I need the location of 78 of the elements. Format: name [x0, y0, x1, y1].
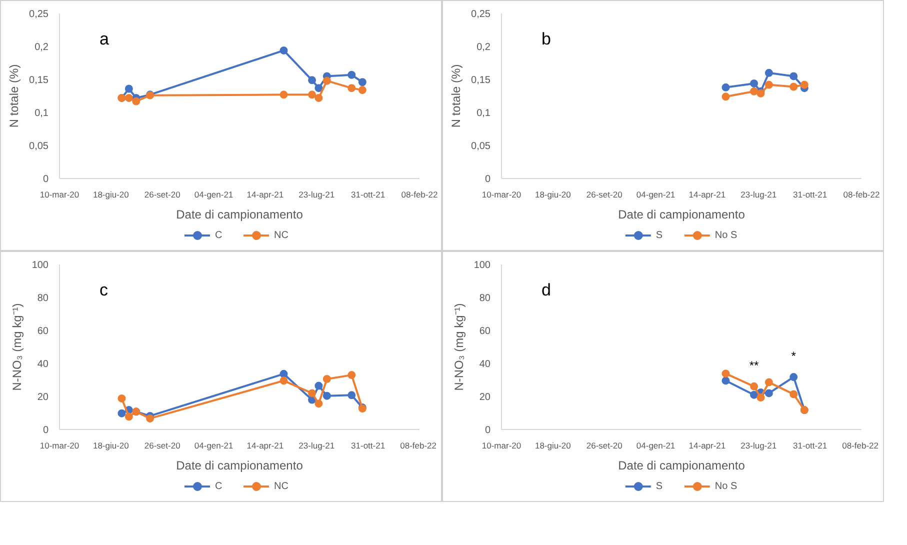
x-tick-label: 04-gen-21: [636, 190, 676, 200]
x-tick-label: 23-lug-21: [740, 440, 777, 450]
y-axis-title: N totale (%): [7, 64, 22, 128]
x-tick-label: 14-apr-21: [246, 440, 284, 450]
y-tick-label: 0,05: [471, 141, 491, 152]
legend-label: No S: [714, 230, 738, 240]
x-tick-label: 08-feb-22: [400, 440, 437, 450]
x-axis-title: Date di campionamento: [618, 208, 746, 222]
y-tick-label: 100: [474, 260, 491, 271]
legend-label: NC: [274, 480, 290, 492]
y-axis-title: N-NO₃ (mg kg⁻¹): [10, 303, 24, 391]
x-tick-label: 31-ott-21: [351, 440, 386, 450]
legend-label: No S: [714, 480, 738, 492]
y-axis-title: N totale (%): [449, 64, 464, 128]
y-tick-label: 0,15: [29, 75, 49, 86]
x-tick-label: 18-giu-20: [92, 190, 130, 200]
x-tick-label: 23-lug-21: [298, 440, 335, 450]
text: b: [542, 30, 551, 48]
y-tick-label: 20: [37, 392, 49, 403]
text: a: [100, 30, 110, 48]
x-tick-label: 18-giu-20: [534, 440, 572, 450]
y-tick-label: 0,2: [476, 42, 491, 53]
legend-label: C: [215, 480, 224, 492]
y-tick-label: 0: [484, 425, 491, 436]
x-tick-label: 04-gen-21: [194, 190, 234, 200]
annotation: **: [749, 358, 760, 372]
x-tick-label: 10-mar-20: [40, 440, 80, 450]
y-tick-label: 20: [479, 392, 491, 403]
x-tick-label: 14-apr-21: [246, 190, 284, 200]
x-tick-label: 23-lug-21: [298, 190, 335, 200]
text: c: [100, 280, 108, 300]
y-axis-title: N-NO₃ (mg kg⁻¹): [452, 303, 466, 391]
x-tick-label: 08-feb-22: [843, 190, 880, 200]
y-tick-label: 80: [37, 293, 49, 304]
x-tick-label: 26-set-20: [144, 440, 181, 450]
y-tick-label: 60: [479, 326, 491, 337]
y-tick-label: 0,25: [471, 9, 491, 20]
legend-label: S: [656, 480, 664, 492]
y-tick-label: 100: [32, 260, 49, 271]
y-tick-label: 60: [37, 326, 49, 337]
y-tick-label: 0: [484, 174, 491, 185]
x-tick-label: 26-set-20: [586, 190, 623, 200]
x-tick-label: 10-mar-20: [40, 190, 80, 200]
y-tick-label: 0,1: [34, 108, 49, 119]
x-tick-label: 26-set-20: [144, 190, 181, 200]
y-tick-label: 0: [42, 174, 49, 185]
legend-label: NC: [274, 230, 290, 240]
y-tick-label: 0,15: [471, 75, 491, 86]
y-tick-label: 0,2: [34, 42, 49, 53]
x-tick-label: 23-lug-21: [740, 190, 777, 200]
x-tick-label: 08-feb-22: [842, 440, 879, 450]
x-tick-label: 31-ott-21: [351, 190, 386, 200]
x-tick-label: 10-mar-20: [482, 190, 522, 200]
x-tick-label: 08-feb-22: [401, 190, 438, 200]
text: d: [542, 280, 551, 300]
y-tick-label: 40: [37, 359, 49, 370]
x-tick-label: 04-gen-21: [194, 440, 234, 450]
legend-label: S: [656, 230, 664, 240]
y-tick-label: 40: [479, 359, 491, 370]
x-tick-label: 10-mar-20: [482, 440, 522, 450]
legend-label: C: [215, 230, 224, 240]
x-tick-label: 18-giu-20: [92, 440, 130, 450]
x-tick-label: 14-apr-21: [688, 190, 726, 200]
y-tick-label: 0: [42, 425, 49, 436]
x-axis-title: Date di campionamento: [176, 208, 304, 222]
x-axis-title: Date di campionamento: [176, 458, 304, 472]
x-tick-label: 18-giu-20: [534, 190, 572, 200]
x-tick-label: 04-gen-21: [636, 440, 676, 450]
x-tick-label: 26-set-20: [586, 440, 623, 450]
y-tick-label: 80: [479, 293, 491, 304]
x-tick-label: 31-ott-21: [793, 440, 828, 450]
y-tick-label: 0,1: [476, 108, 491, 119]
annotation: *: [791, 349, 796, 364]
y-tick-label: 0,05: [29, 141, 49, 152]
y-tick-label: 0,25: [29, 9, 49, 20]
x-axis-title: Date di campionamento: [618, 458, 746, 472]
x-tick-label: 14-apr-21: [688, 440, 726, 450]
x-tick-label: 31-ott-21: [793, 190, 828, 200]
